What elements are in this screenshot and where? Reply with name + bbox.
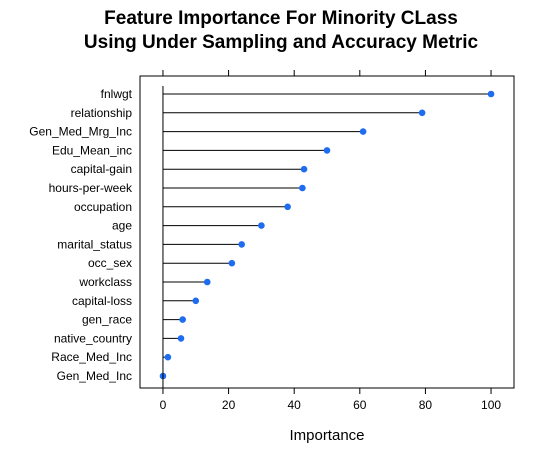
category-label: workclass	[78, 275, 132, 289]
x-tick-label: 40	[288, 398, 302, 412]
category-label: marital_status	[57, 237, 132, 251]
point-Edu_Mean_inc	[323, 147, 331, 154]
category-label: capital-gain	[71, 162, 132, 176]
category-label: Gen_Med_Mrg_Inc	[29, 125, 132, 139]
point-marital_status	[238, 241, 246, 248]
point-capital-gain	[300, 165, 308, 173]
x-tick-label: 60	[353, 398, 367, 412]
point-gen_race	[179, 316, 186, 323]
plot-frame	[139, 75, 515, 389]
point-occ_sex	[228, 259, 236, 267]
category-label: gen_race	[82, 313, 132, 327]
point-capital-loss	[192, 297, 200, 305]
category-label: capital-loss	[72, 294, 132, 308]
category-labels: fnlwgt relationship Gen_Med_Mrg_Inc Edu_Mea…	[29, 87, 133, 383]
category-label: fnlwgt	[101, 87, 133, 101]
x-axis: 0 20 40 60 80 100	[160, 388, 501, 412]
top-axis-ticks	[162, 70, 492, 76]
point-fnlwgt	[487, 90, 495, 98]
point-relationship	[418, 109, 426, 117]
category-label: relationship	[71, 106, 133, 120]
category-label: occ_sex	[88, 256, 132, 270]
category-label: age	[112, 219, 132, 233]
point-occupation	[284, 203, 291, 211]
point-workclass	[203, 278, 211, 286]
category-label: Gen_Med_Inc	[57, 369, 132, 383]
category-label: occupation	[74, 200, 132, 214]
category-label: Race_Med_Inc	[51, 350, 132, 364]
chart-title-line-2: Using Under Sampling and Accuracy Metric	[84, 32, 479, 53]
point-Gen_Med_Mrg_Inc	[359, 128, 367, 135]
point-age	[258, 222, 265, 229]
category-label: Edu_Mean_inc	[52, 143, 132, 157]
category-label: hours-per-week	[49, 181, 133, 195]
x-tick-label: 0	[160, 398, 167, 412]
point-hours-per-week	[299, 184, 306, 192]
point-Race_Med_Inc	[164, 353, 172, 361]
x-axis-label: Importance	[289, 427, 364, 444]
x-tick-label: 80	[419, 398, 433, 412]
data-marks	[159, 86, 495, 388]
x-tick-label: 20	[222, 398, 236, 412]
point-native_country	[177, 335, 185, 342]
x-tick-label: 100	[481, 398, 501, 412]
category-label: native_country	[54, 331, 132, 345]
chart-title-line-1: Feature Importance For Minority CLass	[104, 8, 458, 29]
